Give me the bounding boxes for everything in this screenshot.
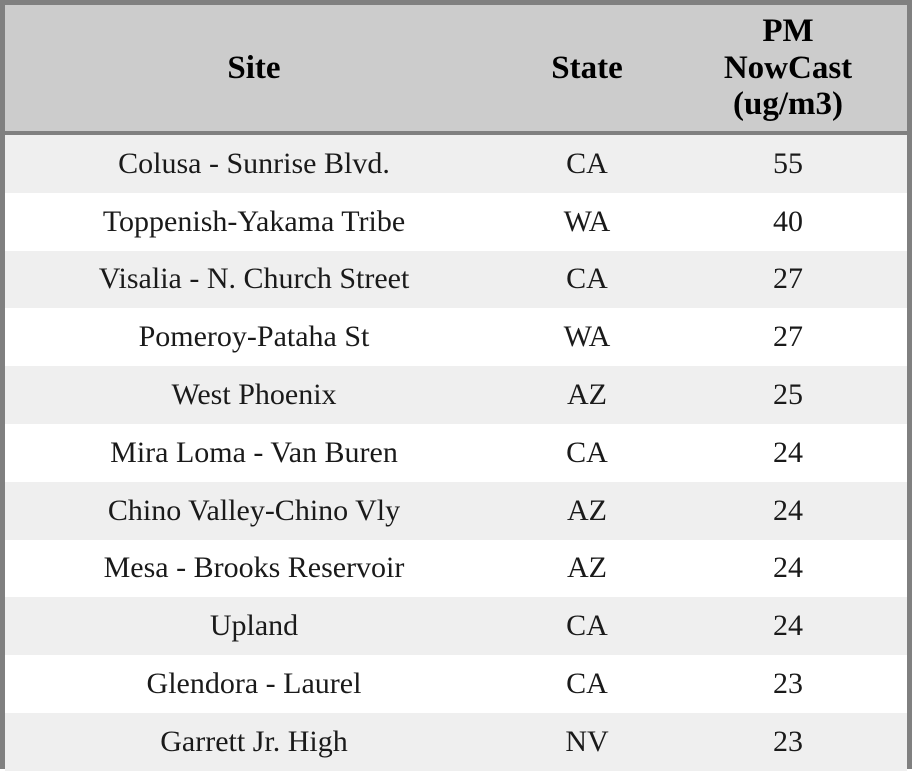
cell-site: Visalia - N. Church Street (5, 250, 505, 309)
cell-state: AZ (505, 481, 671, 540)
cell-site: Toppenish-Yakama Tribe (5, 192, 505, 251)
cell-pm-nowcast: 23 (671, 655, 907, 713)
cell-site: Glendora - Laurel (5, 655, 505, 713)
cell-pm-nowcast: 55 (671, 133, 907, 193)
cell-site: Upland (5, 597, 505, 656)
table-body: Colusa - Sunrise Blvd. CA 55 Toppenish-Yaka… (5, 133, 907, 771)
column-header-state: State (505, 5, 671, 135)
column-header-pm-nowcast: PM NowCast (ug/m3) (671, 5, 907, 135)
cell-pm-nowcast: 24 (671, 597, 907, 656)
cell-state: WA (505, 308, 671, 367)
table-row: Toppenish-Yakama Tribe WA 40 (5, 192, 907, 251)
cell-state: CA (505, 423, 671, 482)
cell-pm-nowcast: 23 (671, 712, 907, 771)
cell-site: Pomeroy-Pataha St (5, 308, 505, 367)
air-quality-table: Site State PM NowCast (ug/m3) Colusa - S… (5, 5, 907, 771)
cell-state: WA (505, 192, 671, 251)
cell-pm-nowcast: 40 (671, 192, 907, 251)
cell-site: Chino Valley-Chino Vly (5, 481, 505, 540)
table-row: West Phoenix AZ 25 (5, 366, 907, 424)
cell-pm-nowcast: 27 (671, 250, 907, 309)
table-row: Visalia - N. Church Street CA 27 (5, 250, 907, 309)
cell-pm-nowcast: 25 (671, 366, 907, 424)
cell-pm-nowcast: 24 (671, 423, 907, 482)
table-header-row: Site State PM NowCast (ug/m3) (5, 5, 907, 135)
table-row: Pomeroy-Pataha St WA 27 (5, 308, 907, 367)
table-row: Mira Loma - Van Buren CA 24 (5, 423, 907, 482)
cell-state: CA (505, 597, 671, 656)
table-row: Mesa - Brooks Reservoir AZ 24 (5, 539, 907, 598)
table-row: Upland CA 24 (5, 597, 907, 656)
cell-site: West Phoenix (5, 366, 505, 424)
table-header: Site State PM NowCast (ug/m3) (5, 5, 907, 135)
cell-site: Garrett Jr. High (5, 712, 505, 771)
cell-site: Colusa - Sunrise Blvd. (5, 133, 505, 193)
cell-state: NV (505, 712, 671, 771)
cell-pm-nowcast: 27 (671, 308, 907, 367)
cell-state: AZ (505, 539, 671, 598)
table-row: Chino Valley-Chino Vly AZ 24 (5, 481, 907, 540)
cell-site: Mira Loma - Van Buren (5, 423, 505, 482)
cell-pm-nowcast: 24 (671, 539, 907, 598)
table-row: Glendora - Laurel CA 23 (5, 655, 907, 713)
cell-state: CA (505, 655, 671, 713)
cell-pm-nowcast: 24 (671, 481, 907, 540)
cell-state: CA (505, 133, 671, 193)
cell-state: CA (505, 250, 671, 309)
table-row: Colusa - Sunrise Blvd. CA 55 (5, 133, 907, 193)
cell-state: AZ (505, 366, 671, 424)
column-header-site: Site (5, 5, 505, 135)
cell-site: Mesa - Brooks Reservoir (5, 539, 505, 598)
table-row: Garrett Jr. High NV 23 (5, 712, 907, 771)
